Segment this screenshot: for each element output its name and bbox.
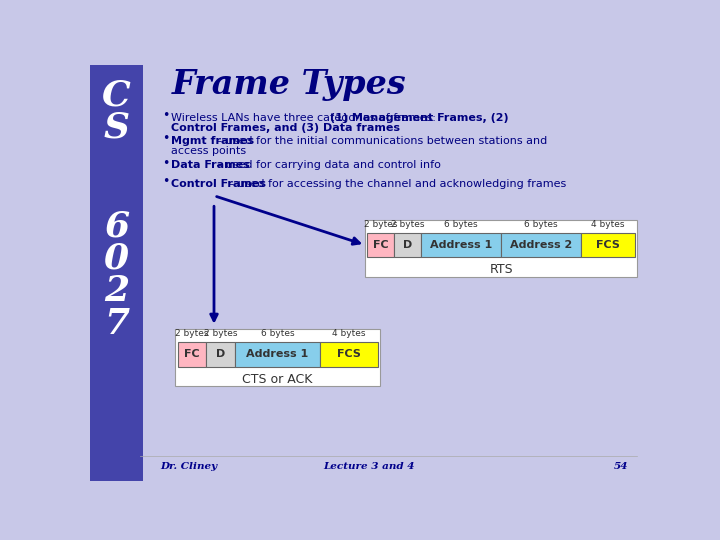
Bar bbox=[235, 342, 320, 367]
Text: 0: 0 bbox=[104, 242, 129, 276]
Text: S: S bbox=[103, 111, 130, 145]
Text: 54: 54 bbox=[614, 462, 629, 471]
Text: C: C bbox=[102, 79, 131, 113]
Text: 4 bytes: 4 bytes bbox=[591, 220, 625, 229]
Text: •: • bbox=[162, 157, 169, 170]
Text: Address 1: Address 1 bbox=[430, 240, 492, 250]
Bar bbox=[365, 220, 637, 276]
Text: 2 bytes: 2 bytes bbox=[364, 220, 397, 229]
Bar bbox=[206, 342, 235, 367]
Text: Address 2: Address 2 bbox=[510, 240, 572, 250]
Text: •: • bbox=[162, 109, 169, 122]
Text: FC: FC bbox=[184, 349, 199, 359]
Text: Lecture 3 and 4: Lecture 3 and 4 bbox=[323, 462, 415, 471]
Text: Address 1: Address 1 bbox=[246, 349, 309, 359]
Bar bbox=[175, 329, 380, 386]
Text: 4 bytes: 4 bytes bbox=[332, 329, 366, 338]
Bar bbox=[421, 233, 501, 257]
Text: – used for the initial communications between stations and: – used for the initial communications be… bbox=[213, 136, 547, 146]
Bar bbox=[320, 342, 377, 367]
Text: – used for carrying data and control info: – used for carrying data and control inf… bbox=[213, 160, 441, 170]
Bar bbox=[581, 233, 635, 257]
Text: 6 bytes: 6 bytes bbox=[261, 329, 294, 338]
Text: 7: 7 bbox=[104, 307, 129, 341]
Text: 6 bytes: 6 bytes bbox=[524, 220, 558, 229]
Text: Mgmt frames: Mgmt frames bbox=[171, 136, 254, 146]
Text: Control Frames: Control Frames bbox=[171, 179, 266, 189]
Text: 6: 6 bbox=[104, 210, 129, 244]
Bar bbox=[90, 65, 143, 481]
Text: Data Frames: Data Frames bbox=[171, 160, 250, 170]
Text: RTS: RTS bbox=[490, 264, 513, 276]
Bar bbox=[367, 233, 394, 257]
Bar bbox=[178, 342, 206, 367]
Text: Frame Types: Frame Types bbox=[171, 68, 406, 100]
Bar bbox=[394, 233, 421, 257]
Text: Control Frames, and (3) Data frames: Control Frames, and (3) Data frames bbox=[171, 123, 400, 132]
Text: (1) Management Frames, (2): (1) Management Frames, (2) bbox=[330, 112, 508, 123]
Text: D: D bbox=[216, 349, 225, 359]
Text: CTS or ACK: CTS or ACK bbox=[243, 373, 312, 386]
Text: •: • bbox=[162, 176, 169, 188]
Text: 6 bytes: 6 bytes bbox=[444, 220, 478, 229]
Text: 2 bytes: 2 bytes bbox=[175, 329, 209, 338]
Text: D: D bbox=[403, 240, 412, 250]
Text: Wireless LANs have three categories of frames:: Wireless LANs have three categories of f… bbox=[171, 112, 440, 123]
Bar bbox=[501, 233, 581, 257]
Text: FCS: FCS bbox=[337, 349, 361, 359]
Text: •: • bbox=[162, 132, 169, 145]
Text: 2 bytes: 2 bytes bbox=[391, 220, 424, 229]
Text: 2: 2 bbox=[104, 274, 129, 308]
Text: – used for accessing the channel and acknowledging frames: – used for accessing the channel and ack… bbox=[225, 179, 566, 189]
Text: Dr. Cliney: Dr. Cliney bbox=[160, 462, 217, 471]
Text: FCS: FCS bbox=[596, 240, 620, 250]
Text: 2 bytes: 2 bytes bbox=[204, 329, 237, 338]
Text: access points: access points bbox=[171, 146, 246, 156]
Text: FC: FC bbox=[373, 240, 389, 250]
